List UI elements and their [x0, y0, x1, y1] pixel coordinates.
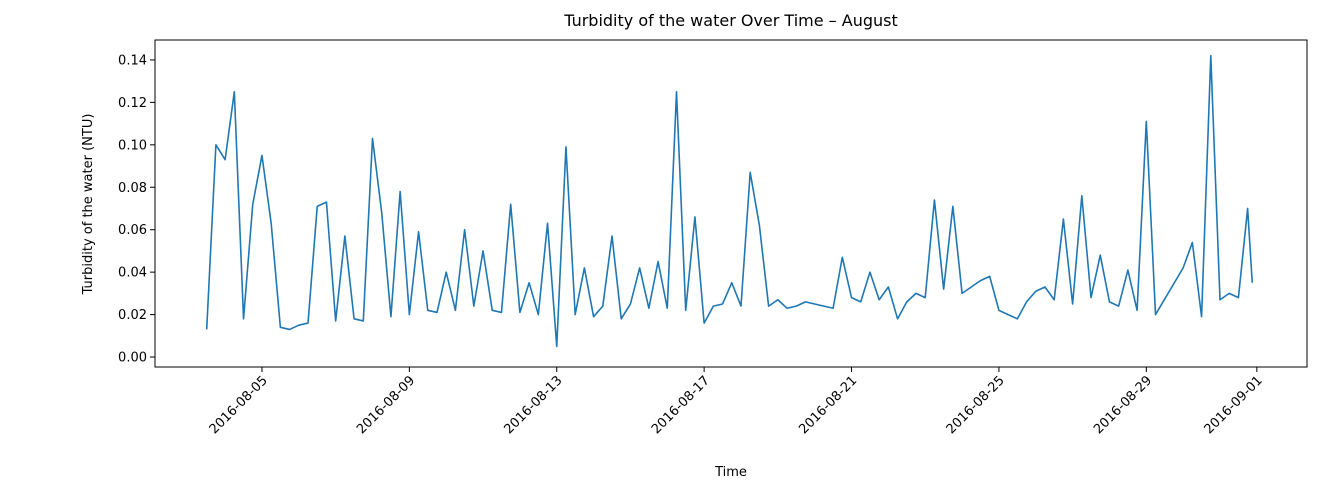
x-tick-label: 2016-09-01	[1202, 373, 1266, 437]
y-tick-label: 0.02	[118, 308, 147, 323]
x-tick-label: 2016-08-09	[354, 373, 418, 437]
y-tick-label: 0.12	[118, 96, 147, 111]
plot-frame	[154, 39, 1308, 368]
y-tick-label: 0.04	[118, 266, 147, 281]
x-tick-label: 2016-08-13	[502, 373, 566, 437]
data-line	[205, 54, 1254, 348]
x-tick-label: 2016-08-25	[944, 373, 1008, 437]
chart-title: Turbidity of the water Over Time – Augus…	[563, 11, 898, 30]
y-tick-label: 0.00	[118, 351, 147, 366]
y-tick-label: 0.10	[118, 138, 147, 153]
y-tick-label: 0.06	[118, 223, 147, 238]
y-tick-label: 0.14	[118, 53, 147, 68]
x-tick-label: 2016-08-21	[796, 373, 860, 437]
x-tick-label: 2016-08-05	[207, 373, 271, 437]
x-axis-label: Time	[714, 465, 747, 480]
x-tick-label: 2016-08-17	[649, 373, 713, 437]
x-tick-label: 2016-08-29	[1091, 373, 1155, 437]
y-tick-label: 0.08	[118, 181, 147, 196]
y-axis-label: Turbidity of the water (NTU)	[81, 114, 96, 296]
